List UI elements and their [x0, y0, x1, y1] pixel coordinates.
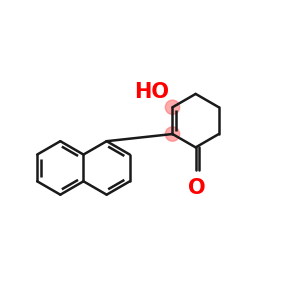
Circle shape — [165, 127, 180, 141]
Text: O: O — [188, 178, 206, 198]
Text: HO: HO — [134, 82, 169, 102]
Circle shape — [165, 100, 180, 115]
